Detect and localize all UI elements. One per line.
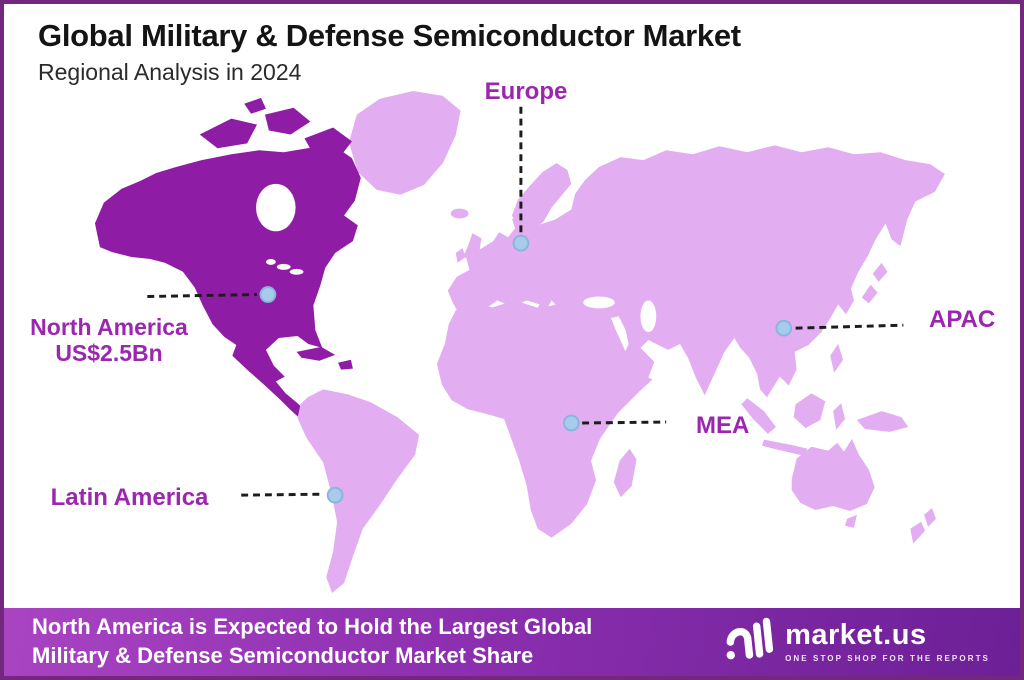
sulawesi-shape bbox=[833, 403, 846, 430]
marketus-logo-icon bbox=[726, 617, 774, 660]
borneo-shape bbox=[793, 393, 826, 428]
tasmania-shape bbox=[845, 514, 857, 528]
latin-america-marker bbox=[326, 486, 344, 504]
great-lake-shape bbox=[276, 263, 291, 270]
latin-america-label: Latin America bbox=[50, 484, 209, 511]
uk-shape bbox=[463, 233, 482, 263]
australia-shape bbox=[791, 438, 875, 511]
logo-tagline: ONE STOP SHOP FOR THE REPORTS bbox=[785, 654, 990, 663]
arctic-island-shape bbox=[244, 97, 266, 114]
hispaniola-shape bbox=[338, 359, 353, 370]
marketus-logo: market.us ONE STOP SHOP FOR THE REPORTS bbox=[723, 617, 990, 667]
madagascar-shape bbox=[613, 448, 637, 498]
mea-label: MEA bbox=[696, 412, 750, 439]
europe-label: Europe bbox=[484, 78, 568, 105]
japan-shape bbox=[861, 284, 878, 304]
new-zealand-shape bbox=[924, 508, 936, 527]
banner-caption: North America is Expected to Hold the La… bbox=[32, 613, 592, 670]
north-america-value: US$2.5Bn bbox=[55, 340, 163, 367]
arctic-island-shape bbox=[264, 107, 311, 135]
logo-name: market.us bbox=[785, 619, 927, 651]
java-shape bbox=[762, 439, 808, 456]
iceland-shape bbox=[450, 208, 469, 219]
apac-leader-line bbox=[795, 323, 904, 330]
great-lake-shape bbox=[265, 258, 276, 265]
sumatra-shape bbox=[741, 398, 776, 434]
arctic-island-shape bbox=[199, 118, 258, 149]
hudson-bay-shape bbox=[256, 183, 296, 232]
mea-leader-line bbox=[582, 420, 667, 425]
baffin-island-shape bbox=[304, 127, 352, 159]
philippines-shape bbox=[830, 343, 844, 373]
europe-marker bbox=[512, 234, 530, 252]
header: Global Military & Defense Semiconductor … bbox=[38, 18, 741, 86]
greenland-shape bbox=[348, 90, 461, 195]
banner-caption-line2: Military & Defense Semiconductor Market … bbox=[32, 643, 534, 668]
page-subtitle: Regional Analysis in 2024 bbox=[38, 59, 302, 85]
latin-america-leader-line bbox=[241, 492, 324, 497]
black-sea-shape bbox=[583, 296, 615, 309]
ireland-shape bbox=[455, 248, 466, 263]
sakhalin-shape bbox=[852, 217, 865, 256]
caspian-sea-shape bbox=[640, 300, 657, 333]
cuba-shape bbox=[296, 346, 336, 361]
africa-shape bbox=[436, 300, 653, 538]
north-america-label: North America US$2.5Bn bbox=[9, 314, 209, 367]
apac-label: APAC bbox=[929, 306, 996, 333]
new-guinea-shape bbox=[856, 411, 909, 432]
bottom-banner: North America is Expected to Hold the La… bbox=[4, 608, 1020, 676]
mea-marker bbox=[562, 414, 580, 432]
marketus-logo-text: market.us ONE STOP SHOP FOR THE REPORTS bbox=[785, 619, 990, 664]
great-lake-shape bbox=[289, 268, 304, 275]
world-map bbox=[94, 90, 945, 593]
north-america-leader-line bbox=[147, 293, 258, 298]
north-america-marker bbox=[259, 286, 277, 303]
new-zealand-shape bbox=[910, 521, 926, 544]
north-america-shape bbox=[94, 144, 361, 419]
page-title: Global Military & Defense Semiconductor … bbox=[38, 18, 741, 53]
apac-marker bbox=[775, 319, 793, 337]
eurasia-shape bbox=[447, 145, 945, 398]
banner-caption-line1: North America is Expected to Hold the La… bbox=[32, 614, 593, 640]
scandinavia-shape bbox=[512, 163, 572, 231]
japan-shape bbox=[872, 262, 888, 282]
north-america-label-name: North America bbox=[30, 314, 188, 340]
south-america-shape bbox=[297, 389, 420, 593]
